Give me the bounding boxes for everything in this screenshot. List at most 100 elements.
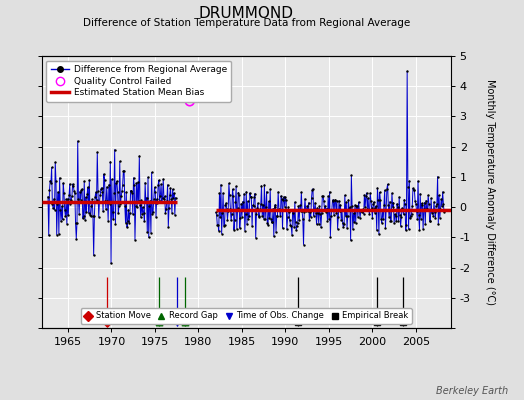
- Point: [62, 196, 70, 202]
- Y-axis label: Monthly Temperature Anomaly Difference (°C): Monthly Temperature Anomaly Difference (…: [485, 79, 495, 305]
- Point: [402, 222, 411, 228]
- Point: [258, 213, 266, 220]
- Point: [301, 208, 310, 214]
- Point: [371, 205, 379, 212]
- Point: [290, 224, 298, 230]
- Point: [163, 182, 172, 188]
- Point: [73, 220, 81, 226]
- Point: [260, 182, 269, 188]
- Point: [116, 158, 124, 165]
- Point: [350, 210, 358, 216]
- Point: [253, 205, 261, 211]
- Point: [379, 216, 387, 222]
- Point: [81, 216, 89, 223]
- Point: [56, 207, 64, 214]
- Point: [255, 214, 264, 220]
- Point: [54, 189, 62, 195]
- Point: [234, 189, 243, 196]
- Point: [130, 182, 138, 188]
- Point: [377, 215, 385, 222]
- Point: [56, 175, 64, 181]
- Point: [226, 205, 235, 212]
- Point: [50, 206, 59, 213]
- Point: [412, 208, 421, 214]
- Point: [89, 213, 97, 219]
- Point: [161, 210, 170, 216]
- Point: [107, 176, 116, 182]
- Point: [341, 213, 350, 219]
- Point: [435, 214, 444, 221]
- Point: [394, 218, 402, 224]
- Point: [401, 227, 410, 234]
- Point: [216, 214, 224, 221]
- Point: [249, 203, 258, 209]
- Point: [259, 202, 267, 208]
- Point: [140, 218, 149, 224]
- Point: [316, 224, 325, 230]
- Point: [85, 177, 93, 183]
- Point: [269, 206, 277, 212]
- Point: [156, 193, 165, 199]
- Point: [333, 197, 341, 204]
- Point: [362, 193, 370, 200]
- Point: [113, 188, 122, 195]
- Point: [344, 197, 353, 203]
- Point: [141, 179, 149, 186]
- Point: [60, 206, 69, 213]
- Point: [99, 208, 107, 215]
- Point: [428, 207, 436, 214]
- Point: [221, 202, 230, 208]
- Point: [128, 189, 136, 196]
- Point: [247, 193, 256, 200]
- Point: [152, 196, 161, 202]
- Point: [59, 180, 68, 186]
- Point: [359, 210, 368, 217]
- Point: [286, 222, 294, 228]
- Point: [387, 218, 396, 224]
- Point: [289, 207, 297, 214]
- Point: [335, 208, 344, 214]
- Point: [381, 225, 390, 231]
- Point: [132, 203, 140, 210]
- Point: [431, 209, 439, 216]
- Point: [242, 188, 250, 195]
- Point: [296, 202, 304, 209]
- Point: [50, 196, 58, 202]
- Point: [416, 226, 424, 233]
- Point: [150, 184, 159, 190]
- Point: [352, 203, 361, 209]
- Point: [347, 172, 356, 178]
- Point: [344, 213, 352, 219]
- Point: [398, 205, 406, 211]
- Point: [272, 212, 281, 219]
- Point: [297, 189, 305, 196]
- Point: [270, 204, 279, 210]
- Point: [267, 216, 275, 222]
- Point: [236, 215, 245, 222]
- Point: [418, 202, 427, 208]
- Point: [225, 180, 233, 187]
- Point: [391, 212, 400, 219]
- Point: [374, 197, 383, 204]
- Point: [83, 191, 91, 197]
- Point: [181, 319, 190, 325]
- Point: [106, 158, 115, 165]
- Point: [67, 196, 75, 203]
- Point: [53, 201, 62, 207]
- Point: [370, 209, 379, 216]
- Point: [392, 218, 400, 225]
- Point: [105, 201, 114, 207]
- Point: [248, 223, 256, 229]
- Point: [143, 229, 151, 236]
- Point: [389, 200, 398, 206]
- Point: [301, 196, 309, 202]
- Point: [108, 209, 117, 216]
- Point: [332, 209, 340, 216]
- Point: [276, 207, 284, 213]
- Point: [75, 211, 83, 218]
- Point: [304, 208, 312, 214]
- Point: [428, 210, 436, 216]
- Point: [353, 202, 362, 209]
- Point: [325, 216, 333, 222]
- Point: [291, 199, 299, 205]
